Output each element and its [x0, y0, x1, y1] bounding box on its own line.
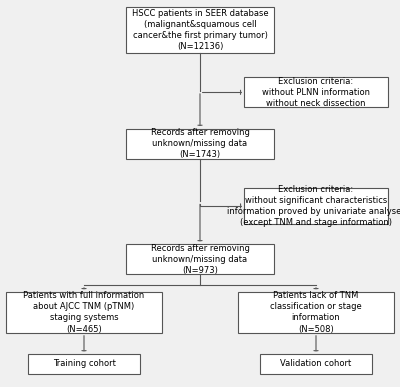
FancyBboxPatch shape [126, 7, 274, 53]
Text: Exclusion criteria:
without PLNN information
without neck dissection: Exclusion criteria: without PLNN informa… [262, 77, 370, 108]
FancyBboxPatch shape [238, 292, 394, 333]
Text: HSCC patients in SEER database
(malignant&squamous cell
cancer&the first primary: HSCC patients in SEER database (malignan… [132, 9, 268, 51]
FancyBboxPatch shape [126, 244, 274, 274]
Text: Patients lack of TNM
classification or stage
information
(N=508): Patients lack of TNM classification or s… [270, 291, 362, 334]
FancyBboxPatch shape [126, 129, 274, 159]
Text: Training cohort: Training cohort [52, 360, 116, 368]
FancyBboxPatch shape [260, 354, 372, 374]
FancyBboxPatch shape [6, 292, 162, 333]
FancyBboxPatch shape [244, 77, 388, 108]
FancyBboxPatch shape [28, 354, 140, 374]
Text: Validation cohort: Validation cohort [280, 360, 352, 368]
Text: Patients with full information
about AJCC TNM (pTNM)
staging systems
(N=465): Patients with full information about AJC… [23, 291, 145, 334]
Text: Records after removing
unknown/missing data
(N=973): Records after removing unknown/missing d… [150, 243, 250, 275]
Text: Exclusion criteria:
without significant characteristics
information proved by un: Exclusion criteria: without significant … [227, 185, 400, 227]
FancyBboxPatch shape [244, 188, 388, 224]
Text: Records after removing
unknown/missing data
(N=1743): Records after removing unknown/missing d… [150, 128, 250, 159]
